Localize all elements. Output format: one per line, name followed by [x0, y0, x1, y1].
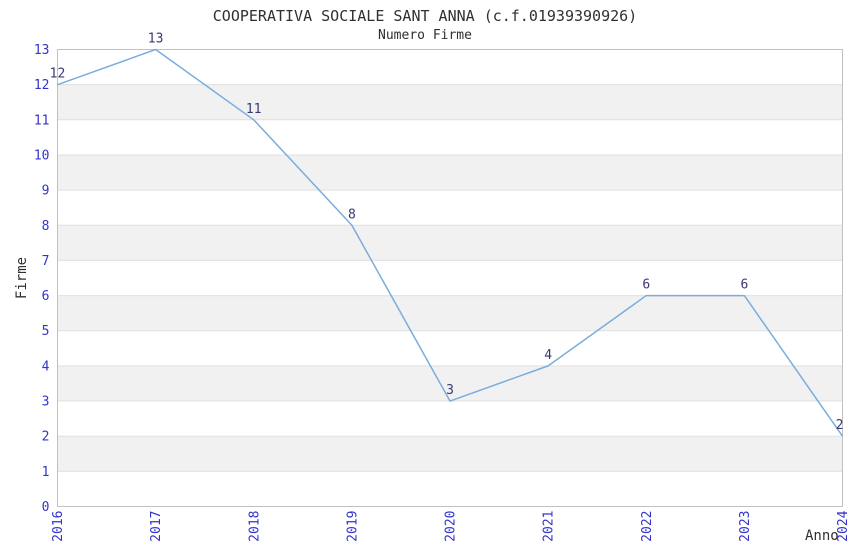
- point-label: 6: [740, 278, 748, 293]
- y-tick-label: 5: [42, 324, 50, 339]
- grid-band: [57, 365, 843, 402]
- y-tick-label: 1: [42, 465, 50, 480]
- y-tick-label: 13: [34, 43, 50, 58]
- x-tick-label: 2021: [542, 511, 557, 542]
- grid-band: [57, 295, 843, 331]
- y-tick-label: 8: [42, 219, 50, 234]
- grid-band: [57, 154, 843, 191]
- x-tick-label: 2019: [345, 511, 360, 542]
- x-tick-label: 2022: [640, 511, 655, 542]
- x-tick-label: 2017: [149, 511, 164, 542]
- plot-border: [57, 49, 843, 507]
- x-tick-label: 2024: [836, 510, 850, 541]
- y-tick-label: 0: [42, 500, 50, 515]
- point-label: 12: [50, 67, 66, 82]
- y-tick-label: 10: [34, 148, 50, 163]
- y-tick-label: 12: [34, 78, 50, 93]
- point-label: 13: [148, 32, 164, 47]
- x-tick-label: 2020: [444, 511, 459, 542]
- y-tick-label: 7: [42, 254, 50, 269]
- x-tick-label: 2018: [247, 511, 262, 542]
- grid-band: [57, 436, 843, 472]
- grid-band: [57, 225, 843, 261]
- chart-title: COOPERATIVA SOCIALE SANT ANNA (c.f.01939…: [212, 7, 638, 25]
- point-label: 8: [348, 207, 356, 222]
- point-label: 11: [246, 102, 262, 117]
- point-label: 2: [836, 418, 844, 433]
- point-label: 3: [446, 383, 454, 398]
- series-line: [57, 48, 844, 437]
- y-tick-label: 11: [34, 113, 50, 128]
- x-tick-label: 2016: [51, 511, 66, 542]
- point-label: 4: [544, 348, 552, 363]
- y-tick-label: 6: [42, 289, 50, 304]
- y-tick-label: 3: [42, 395, 50, 410]
- y-tick-label: 4: [42, 359, 50, 374]
- chart-subtitle: Numero Firme: [378, 28, 472, 43]
- x-tick-label: 2023: [738, 511, 753, 542]
- grid-band: [57, 84, 843, 120]
- y-tick-label: 2: [42, 430, 50, 445]
- point-label: 6: [642, 278, 650, 293]
- y-tick-label: 9: [42, 184, 50, 199]
- x-axis-title: Anno: [805, 528, 839, 544]
